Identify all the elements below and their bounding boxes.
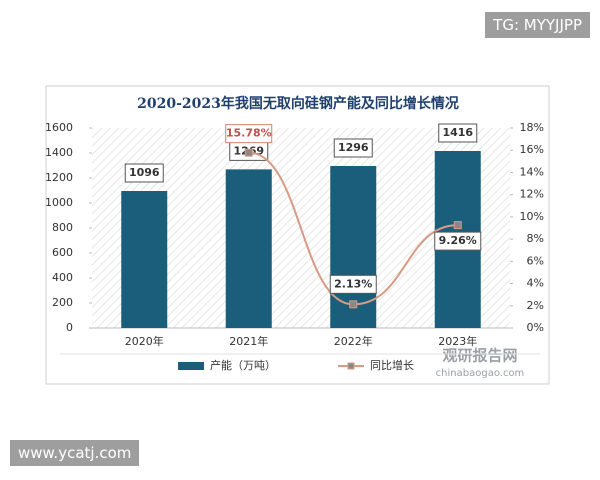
y2-tick-label: 12%	[520, 188, 544, 201]
y2-tick-label: 2%	[527, 299, 544, 312]
bar-label-box	[333, 138, 373, 158]
y2-tick-label: 14%	[520, 165, 544, 178]
bar	[121, 191, 168, 328]
y-tick-label: 1600	[45, 121, 73, 134]
y-tick-label: 1000	[45, 196, 73, 209]
y2-tick-label: 6%	[527, 254, 544, 267]
y-tick-label: 0	[66, 321, 73, 334]
x-tick-label: 2020年	[125, 334, 164, 348]
point-label: 15.78%	[226, 127, 272, 140]
y-tick-label: 200	[52, 296, 73, 309]
y2-tick-label: 18%	[520, 121, 544, 134]
site-badge: www.ycatj.com	[10, 440, 140, 466]
line	[248, 151, 458, 306]
bar-label: 1096	[129, 166, 160, 179]
y2-tick-label: 16%	[520, 143, 544, 156]
y-tick-label: 800	[52, 221, 73, 234]
x-tick-label: 2022年	[334, 334, 373, 348]
y-tick-label: 600	[52, 246, 73, 259]
chart-title: 2020-2023年我国无取向硅钢产能及同比增长情况	[137, 95, 459, 112]
point-label: 2.13%	[334, 277, 372, 290]
point-label-box	[329, 274, 377, 294]
legend-label: 产能（万吨）	[210, 358, 276, 372]
y-tick-label: 400	[52, 271, 73, 284]
y2-tick-label: 10%	[520, 210, 544, 223]
legend-marker	[347, 362, 355, 370]
point	[349, 300, 358, 309]
point-label-box	[225, 124, 273, 144]
y2-tick-label: 0%	[527, 321, 544, 334]
y2-tick-label: 4%	[527, 277, 544, 290]
watermark-url: chinabaogao.com	[436, 368, 525, 379]
x-tick-label: 2021年	[229, 334, 268, 348]
bar-label: 1416	[442, 126, 473, 139]
bar-label-box	[438, 123, 478, 143]
legend-swatch	[178, 362, 204, 370]
watermark: 观研报告网	[442, 347, 517, 365]
bar-label-box	[124, 163, 164, 183]
legend-label: 同比增长	[370, 358, 414, 372]
bar	[225, 169, 272, 328]
y-tick-label: 1200	[45, 171, 73, 184]
y2-tick-label: 8%	[527, 232, 544, 245]
bar-label: 1296	[338, 141, 369, 154]
x-tick-label: 2023年	[438, 334, 477, 348]
point-label: 9.26%	[439, 234, 477, 247]
tag-badge: TG: MYYJJPP	[485, 12, 590, 38]
point-label-box	[434, 231, 482, 251]
point	[453, 221, 462, 230]
y-tick-label: 1400	[45, 146, 73, 159]
point	[244, 148, 253, 157]
